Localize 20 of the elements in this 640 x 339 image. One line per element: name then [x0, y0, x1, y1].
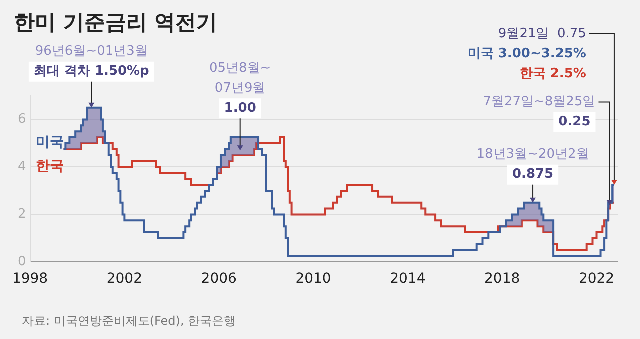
series-label: 미국 — [36, 134, 64, 151]
annotation: 7월27일~8월25일 0.25 — [483, 94, 596, 130]
x-tick-label: 2022 — [578, 271, 615, 288]
series-label: 한국 — [36, 158, 64, 175]
chart-title: 한미 기준금리 역전기 — [14, 10, 218, 34]
annotation: 9월21일 0.75 미국 3.00~3.25% 한국 2.5% — [468, 26, 586, 82]
annotation: 05년8월~ 07년9월 1.00 — [209, 60, 272, 116]
y-tick-label: 4 — [18, 160, 26, 175]
annotation: 18년3월~20년2월 0.875 — [476, 147, 590, 182]
x-tick-label: 2006 — [201, 271, 237, 288]
y-tick-label: 0 — [18, 254, 26, 270]
text: 자료: 미국연방준비제도(Fed), 한국은행 — [22, 314, 236, 328]
y-tick-label: 6 — [18, 112, 26, 128]
x-tick-label: 2014 — [390, 271, 426, 288]
x-tick-label: 2002 — [106, 271, 143, 288]
annotation: 96년6월~01년3월 최대 격차 1.50%p — [34, 44, 150, 80]
x-tick-label: 2018 — [484, 271, 520, 288]
x-tick-label: 1998 — [12, 271, 48, 288]
y-tick-label: 2 — [18, 207, 26, 222]
x-tick-label: 2010 — [296, 271, 332, 288]
